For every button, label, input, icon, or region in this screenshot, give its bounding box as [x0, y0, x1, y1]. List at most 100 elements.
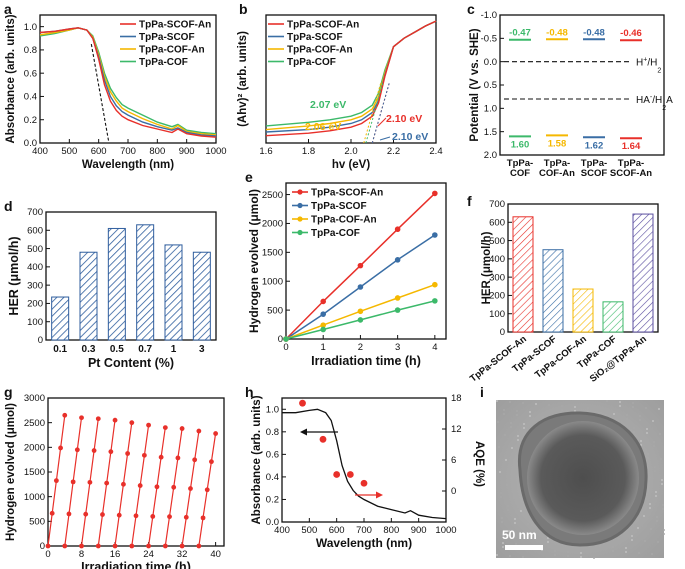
tem-noise: [653, 441, 655, 443]
data-point: [79, 543, 84, 549]
panel-label-c: c: [467, 1, 475, 17]
plot-frame: [45, 211, 217, 341]
panel-e: [283, 182, 447, 342]
data-point: [432, 232, 438, 238]
data-point: [129, 420, 135, 426]
x-tick-label: 800: [383, 525, 399, 536]
tem-noise: [542, 416, 544, 418]
y-tick-label: 0.8: [24, 45, 37, 56]
y-tick-label: 1.5: [484, 127, 497, 138]
y-axis-label: Hydrogen evolved (μmol): [5, 403, 17, 541]
tem-noise: [599, 545, 601, 547]
data-point: [171, 484, 177, 490]
x-tick-label: 0.7: [138, 344, 152, 355]
y-tick-label: 300: [489, 272, 505, 283]
x-tick-label: 0: [45, 549, 50, 560]
x-tick-label: 900: [179, 146, 195, 157]
tem-noise: [506, 484, 508, 486]
legend-entry: TpPa-SCOF-An: [287, 20, 359, 31]
x-tick-label: 700: [120, 146, 136, 157]
x-tick-label: 2: [358, 342, 363, 353]
y-tick-label: 700: [27, 207, 43, 218]
y-tick-label: 0.0: [484, 57, 497, 68]
reference-label: HA-/H2A: [636, 94, 673, 112]
y-tick-label: 0.0: [24, 138, 37, 149]
panel-b: [265, 14, 437, 144]
data-point: [154, 484, 160, 490]
x-axis-label: Wavelength (nm): [82, 159, 174, 171]
tem-noise: [514, 518, 516, 520]
y2-axis-label: AQE (%): [473, 441, 485, 487]
tem-noise: [567, 555, 569, 557]
y-tick-label: 3000: [24, 393, 45, 404]
tem-noise: [644, 540, 646, 542]
reference-label-part: HA: [636, 95, 650, 106]
data-point: [100, 512, 105, 517]
tem-noise: [587, 411, 589, 413]
y-tick-label: 100: [27, 317, 43, 328]
tem-noise: [632, 402, 634, 404]
y-axis-label: HER (μmol/h): [481, 231, 493, 304]
data-point: [357, 308, 364, 315]
legend-entry: TpPa-SCOF: [139, 32, 195, 43]
tem-noise: [633, 431, 635, 433]
tem-noise: [663, 533, 665, 535]
data-point: [121, 481, 126, 487]
bar: [512, 216, 534, 333]
tem-noise: [520, 510, 522, 512]
data-point: [79, 415, 84, 421]
y-tick-label: 0: [38, 335, 43, 346]
tem-noise: [633, 427, 635, 429]
legend-marker: [297, 189, 303, 195]
x-tick-label: 0.1: [53, 344, 67, 355]
category-label-line: SCOF: [581, 168, 608, 179]
y-tick-label: 700: [489, 199, 505, 210]
y-tick-label: 500: [29, 517, 45, 528]
legend-entry: TpPa-COF: [287, 57, 336, 68]
y-tick-label: 1500: [24, 467, 45, 478]
particle-core: [527, 421, 639, 535]
tem-noise: [522, 402, 524, 404]
tem-noise: [529, 415, 531, 417]
data-point: [196, 428, 202, 434]
tem-noise: [625, 551, 627, 553]
tem-noise: [662, 504, 664, 506]
data-point: [53, 478, 59, 484]
data-point: [45, 543, 51, 549]
y-axis-label: Potential (V vs. SHE): [469, 28, 481, 141]
reference-label-part: 2: [657, 68, 661, 75]
x-axis-label: Wavelength (nm): [316, 536, 412, 550]
data-point: [394, 257, 401, 263]
legend-entry: TpPa-COF-An: [311, 215, 377, 226]
tem-noise: [655, 491, 657, 493]
tem-noise: [496, 400, 498, 402]
x-tick-label: 40: [210, 549, 221, 560]
x-tick-label: 16: [110, 549, 121, 560]
x-axis-label: Irradiation time (h): [311, 354, 421, 368]
absorbance-line: [282, 408, 447, 520]
x-tick-label: 2.2: [387, 146, 400, 157]
tem-noise: [567, 551, 569, 553]
x-tick-label: 600: [91, 146, 107, 157]
panel-label-h: h: [245, 384, 254, 400]
tem-noise: [618, 538, 620, 540]
reference-label-part: H: [636, 58, 643, 69]
tem-noise: [510, 422, 512, 424]
reference-label-part: +: [643, 57, 647, 64]
y-tick-label: 0: [278, 334, 283, 345]
scale-bar-label: 50 nm: [502, 528, 537, 542]
data-point: [175, 455, 181, 461]
tem-noise: [631, 539, 633, 541]
annotation-label: 2.06 eV: [305, 121, 341, 133]
bar: [136, 224, 155, 341]
y-tick-label: 500: [489, 236, 505, 247]
tem-noise: [661, 479, 663, 481]
data-point: [70, 479, 76, 485]
tem-noise: [500, 492, 502, 494]
tem-noise: [632, 406, 634, 408]
data-point: [108, 449, 114, 455]
data-point: [320, 311, 327, 317]
y-tick-label: 1000: [262, 276, 283, 287]
x-tick-label: 700: [356, 525, 372, 536]
tem-noise: [650, 528, 652, 530]
